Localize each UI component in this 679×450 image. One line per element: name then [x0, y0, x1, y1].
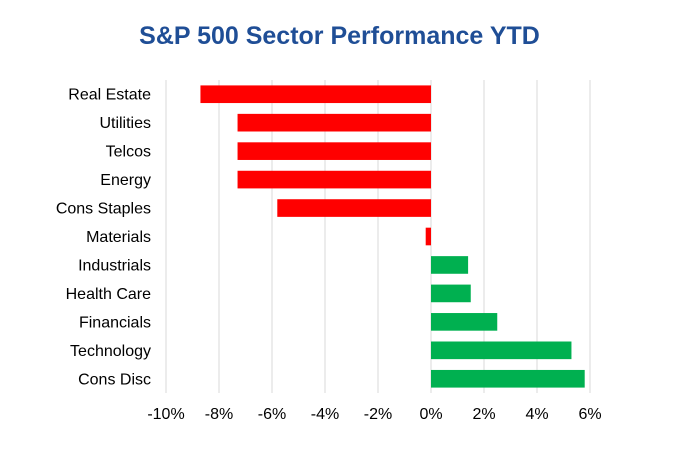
- category-labels: Real Estate Utilities Telcos Energy Cons Sta…: [56, 87, 151, 389]
- bar-technology: [431, 341, 572, 360]
- category-label: Utilities: [99, 115, 151, 132]
- bar-financials: [431, 313, 498, 331]
- bar-energy: [237, 170, 431, 189]
- bar-real-estate: [200, 85, 431, 104]
- bar-telcos: [237, 142, 431, 160]
- category-label: Industrials: [78, 257, 151, 274]
- category-label: Cons Staples: [56, 201, 151, 218]
- x-tick-label: -2%: [364, 406, 392, 423]
- chart-title: S&P 500 Sector Performance YTD: [139, 22, 540, 50]
- x-tick-label: 2%: [472, 406, 495, 423]
- bar-cons-disc: [431, 369, 585, 388]
- bar-utilities: [237, 113, 431, 132]
- category-label: Materials: [86, 229, 151, 246]
- x-tick-label: -4%: [311, 406, 339, 423]
- category-label: Cons Disc: [78, 371, 151, 388]
- x-tick-label: 0%: [419, 406, 442, 423]
- category-label: Energy: [100, 172, 151, 189]
- bar-industrials: [431, 256, 469, 274]
- category-label: Telcos: [106, 144, 151, 161]
- category-label: Financials: [79, 314, 151, 331]
- bars: [200, 85, 585, 388]
- x-tick-label: 4%: [525, 406, 548, 423]
- x-tick-label: -6%: [258, 406, 286, 423]
- category-label: Real Estate: [68, 87, 151, 104]
- bar-health-care: [431, 284, 471, 303]
- bar-cons-staples: [277, 199, 431, 217]
- x-tick-label: -8%: [205, 406, 233, 423]
- x-tick-label: 6%: [578, 406, 601, 423]
- tick-labels: -10% -8% -6% -4% -2% 0% 2% 4% 6%: [147, 406, 601, 423]
- category-label: Health Care: [66, 286, 151, 303]
- category-label: Technology: [70, 343, 151, 360]
- x-tick-label: -10%: [147, 406, 184, 423]
- bar-materials: [425, 227, 431, 246]
